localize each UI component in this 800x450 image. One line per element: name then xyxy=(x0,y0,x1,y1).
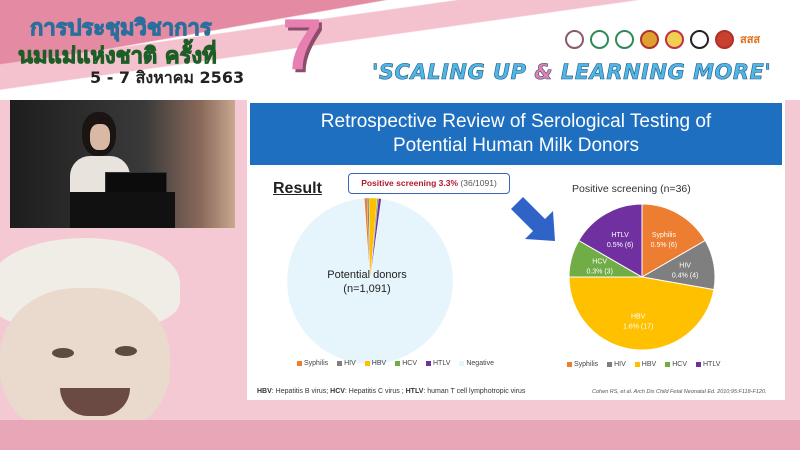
center-label-line2: (n=1,091) xyxy=(343,283,391,295)
positive-screening-callout: Positive screening 3.3% (36/1091) xyxy=(348,173,510,194)
bottom-banner-strip xyxy=(0,420,800,450)
legend-label: HIV xyxy=(614,361,626,368)
legend-label: HBV xyxy=(371,360,387,367)
pie-center-label: Potential donors (n=1,091) xyxy=(307,268,427,296)
sponsor-logo-text: สสส xyxy=(740,33,761,46)
pie-data-label: HCV xyxy=(592,259,607,266)
legend-swatch xyxy=(337,361,343,366)
legend-item-negative: Negative xyxy=(459,360,494,367)
footnote-text: : human T cell lymphotropic virus xyxy=(423,388,526,395)
abbreviation-footnote: HBV: Hepatitis B virus; HCV: Hepatitis C… xyxy=(257,388,525,395)
tagline-part2: LEARNING MORE' xyxy=(553,60,772,85)
legend-label: HCV xyxy=(402,360,417,367)
center-label-line1: Potential donors xyxy=(327,269,407,281)
legend-swatch xyxy=(607,362,613,367)
arrow-icon xyxy=(511,197,555,241)
logo-icon xyxy=(590,30,609,49)
conference-banner: การประชุมวิชาการ นมแม่แห่งชาติ ครั้งที่ … xyxy=(0,0,800,100)
legend-label: Syphilis xyxy=(574,361,599,368)
laptop xyxy=(105,172,167,194)
pie-slice-htlv xyxy=(578,203,643,278)
pie-data-label: 0.3% (3) xyxy=(586,269,612,276)
legend-swatch xyxy=(425,361,431,366)
legend-swatch xyxy=(459,361,465,366)
pie-slice-syphilis xyxy=(641,203,706,278)
presentation-slide: Retrospective Review of Serological Test… xyxy=(247,100,785,400)
legend-swatch xyxy=(567,362,572,367)
logo-icon xyxy=(715,30,734,49)
legend-swatch xyxy=(395,361,401,366)
tagline: 'SCALING UP & LEARNING MORE' xyxy=(372,60,772,85)
conference-title-line1: การประชุมวิชาการ xyxy=(30,16,213,42)
citation: Cohen RS, et al. Arch Dis Child Fetal Ne… xyxy=(592,389,767,395)
legend-item-htlv: HTLV xyxy=(425,360,451,367)
logo-icon xyxy=(665,30,684,49)
speaker-face xyxy=(90,124,110,150)
donor-pie-chart xyxy=(286,197,454,365)
footnote-text: : Hepatitis B virus; xyxy=(271,388,331,395)
legend-item-htlv: HTLV xyxy=(695,361,721,368)
legend-label: Syphilis xyxy=(304,360,329,367)
pie-slice-hbv xyxy=(568,276,715,351)
slide-title-line2: Potential Human Milk Donors xyxy=(392,135,640,156)
legend-item-hcv: HCV xyxy=(395,360,417,367)
positive-pie-legend: Syphilis HIV HBV HCV HTLV xyxy=(567,361,720,368)
sponsor-logos: สสส xyxy=(565,30,760,49)
legend-label: HBV xyxy=(641,361,657,368)
pie-data-label: 1.6% (17) xyxy=(623,324,653,331)
banner-stripe xyxy=(0,0,800,100)
legend-item-syphilis: Syphilis xyxy=(567,361,598,368)
logo-icon xyxy=(565,30,584,49)
tagline-part1: 'SCALING UP xyxy=(372,60,535,85)
pie-data-label: HIV xyxy=(679,262,691,269)
edition-number: 7 xyxy=(282,5,323,85)
footnote-text: : Hepatitis C virus ; xyxy=(344,388,406,395)
legend-item-hbv: HBV xyxy=(634,361,657,368)
footnote-abbr: HCV xyxy=(330,388,345,395)
legend-label: HTLV xyxy=(432,360,451,367)
podium xyxy=(70,192,175,228)
positive-pie-title: Positive screening (n=36) xyxy=(572,183,691,195)
legend-swatch xyxy=(695,362,701,367)
pie-data-label: 0.5% (6) xyxy=(651,242,677,249)
legend-item-hiv: HIV xyxy=(337,360,356,367)
legend-item-syphilis: Syphilis xyxy=(297,360,328,367)
child-eye xyxy=(115,346,137,356)
footnote-abbr: HTLV xyxy=(405,388,424,395)
conference-title-line2: นมแม่แห่งชาติ ครั้งที่ xyxy=(18,44,218,70)
legend-item-hiv: HIV xyxy=(607,361,626,368)
slide-title: Retrospective Review of Serological Test… xyxy=(250,103,782,165)
positive-pie-chart: Syphilis 0.5% (6) HIV 0.4% (4) HBV 1.6% (17) H… xyxy=(568,203,716,351)
slide-title-line1: Retrospective Review of Serological Test… xyxy=(320,111,712,132)
logo-icon xyxy=(615,30,634,49)
pie-data-label: HBV xyxy=(631,314,646,321)
donor-pie-legend: Syphilis HIV HBV HCV HTLV Negative xyxy=(297,360,494,367)
legend-item-hbv: HBV xyxy=(364,360,387,367)
legend-swatch xyxy=(297,361,302,366)
legend-swatch xyxy=(665,362,671,367)
legend-item-hcv: HCV xyxy=(665,361,687,368)
legend-label: Negative xyxy=(466,360,494,367)
speaker-video xyxy=(10,100,235,228)
legend-label: HCV xyxy=(672,361,687,368)
pie-data-label: 0.5% (6) xyxy=(607,242,633,249)
logo-icon xyxy=(640,30,659,49)
child-photo-decoration xyxy=(0,228,247,450)
child-eye xyxy=(52,348,74,358)
logo-icon xyxy=(690,30,709,49)
legend-swatch xyxy=(364,361,370,366)
conference-dates: 5 - 7 สิงหาคม 2563 xyxy=(90,68,245,87)
legend-label: HIV xyxy=(344,360,356,367)
pie-data-label: HTLV xyxy=(611,232,629,239)
tagline-amp: & xyxy=(534,60,554,85)
legend-swatch xyxy=(634,362,640,367)
result-heading: Result xyxy=(273,180,322,197)
footnote-abbr: HBV xyxy=(257,388,272,395)
callout-rest: (36/1091) xyxy=(458,178,497,188)
pie-data-label: 0.4% (4) xyxy=(672,272,698,279)
pie-data-label: Syphilis xyxy=(652,232,677,239)
callout-bold: Positive screening 3.3% xyxy=(361,178,459,188)
legend-label: HTLV xyxy=(702,361,721,368)
